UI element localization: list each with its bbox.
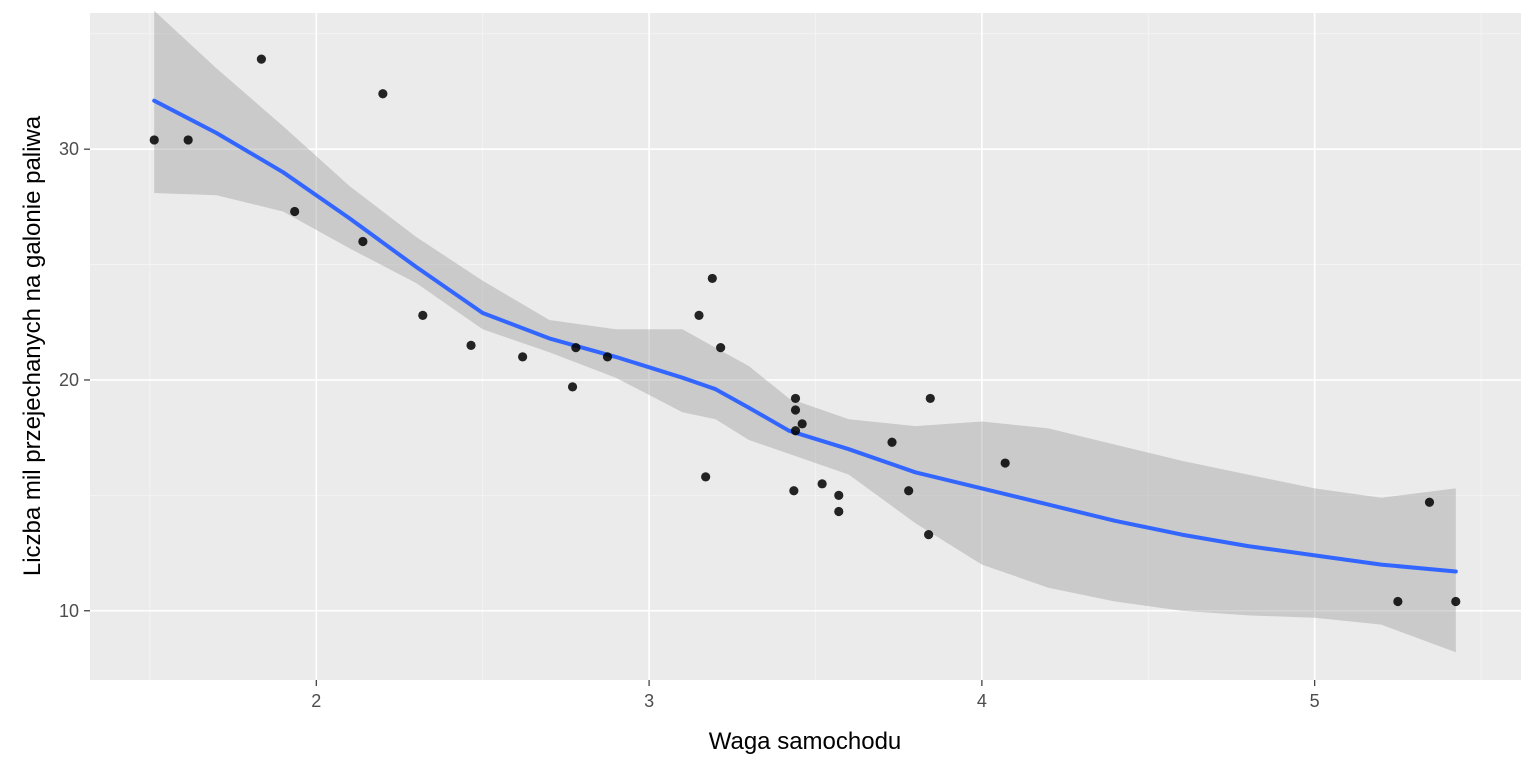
- x-tick-label: 2: [311, 691, 321, 711]
- data-point: [834, 490, 844, 500]
- smooth-trend-line: [152, 98, 1458, 574]
- data-point: [1000, 458, 1010, 468]
- data-point: [925, 393, 935, 404]
- y-tick-label: 20: [59, 370, 79, 390]
- points-layer: [149, 54, 1461, 607]
- smooth-line-layer: [152, 98, 1458, 574]
- data-point: [290, 206, 300, 217]
- minor-gridlines: [90, 13, 1521, 680]
- data-point: [567, 382, 578, 392]
- data-point: [716, 343, 726, 353]
- major-gridlines: [90, 13, 1521, 680]
- y-axis-title: Liczba mil przejechanych na galonie pali…: [19, 115, 46, 576]
- data-point: [256, 54, 266, 64]
- data-point: [418, 310, 428, 320]
- data-point: [701, 472, 711, 482]
- data-point: [694, 310, 704, 320]
- data-point: [817, 479, 827, 489]
- data-point: [183, 135, 193, 145]
- data-point: [149, 135, 159, 145]
- data-point: [707, 273, 717, 284]
- data-point: [1451, 596, 1461, 607]
- data-point: [790, 405, 801, 415]
- data-point: [358, 236, 368, 247]
- data-point: [789, 486, 799, 496]
- plot-panel: [90, 13, 1521, 680]
- data-point: [887, 437, 897, 447]
- data-point: [466, 340, 476, 350]
- data-point: [834, 506, 844, 517]
- data-point: [790, 393, 801, 404]
- data-point: [797, 419, 807, 429]
- x-tick-label: 3: [644, 691, 654, 711]
- data-point: [378, 89, 388, 99]
- data-point: [518, 352, 528, 362]
- confidence-band-layer: [154, 10, 1456, 653]
- data-point: [602, 352, 613, 362]
- x-tick-label: 4: [977, 691, 987, 711]
- y-tick-label: 10: [59, 601, 79, 621]
- data-point: [790, 426, 801, 436]
- data-point: [1393, 596, 1403, 607]
- confidence-band: [154, 10, 1456, 653]
- x-axis-title: Waga samochodu: [709, 728, 902, 755]
- y-axis: 10 20 30: [59, 139, 90, 621]
- data-point: [904, 486, 914, 496]
- data-point: [571, 343, 581, 353]
- x-axis: 2 3 4 5: [311, 680, 1320, 711]
- data-point: [1424, 497, 1435, 507]
- y-tick-label: 30: [59, 139, 79, 159]
- x-tick-label: 5: [1310, 691, 1320, 711]
- data-point: [924, 529, 934, 540]
